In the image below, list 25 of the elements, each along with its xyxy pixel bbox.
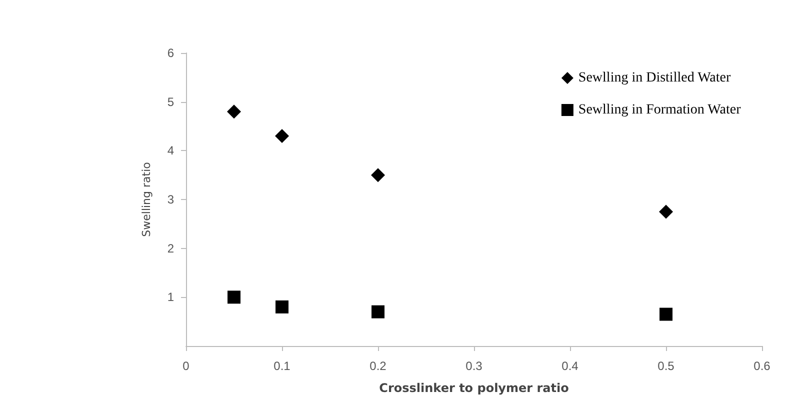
point — [659, 204, 673, 219]
y-tick-label: 1 — [167, 290, 174, 304]
y-axis-title: Swelling ratio — [140, 162, 153, 237]
point — [227, 104, 241, 119]
point — [372, 305, 384, 318]
x-axis-title: Crosslinker to polymer ratio — [379, 381, 569, 395]
x-tick-label: 0.6 — [754, 359, 771, 373]
y-tick-label: 3 — [167, 192, 174, 206]
point — [228, 290, 240, 304]
x-tick-label: 0.2 — [370, 359, 387, 373]
x-tick-label: 0 — [182, 359, 190, 373]
y-tick-label: 6 — [167, 46, 174, 60]
y-tick-label: 4 — [167, 144, 174, 158]
legend-label: Sewlling in Formation Water — [578, 102, 742, 118]
x-tick-label: 0.3 — [466, 359, 483, 373]
x-tick-label: 0.4 — [562, 359, 579, 373]
point — [371, 168, 385, 182]
y-tick-label: 5 — [167, 94, 174, 109]
legend-label: Sewlling in Distilled Water — [578, 70, 731, 86]
point — [275, 129, 289, 144]
x-tick-label: 0.5 — [658, 359, 675, 373]
y-tick-label: 2 — [167, 241, 174, 256]
point — [660, 308, 672, 321]
point — [276, 300, 288, 314]
x-tick-label: 0.1 — [274, 359, 291, 373]
